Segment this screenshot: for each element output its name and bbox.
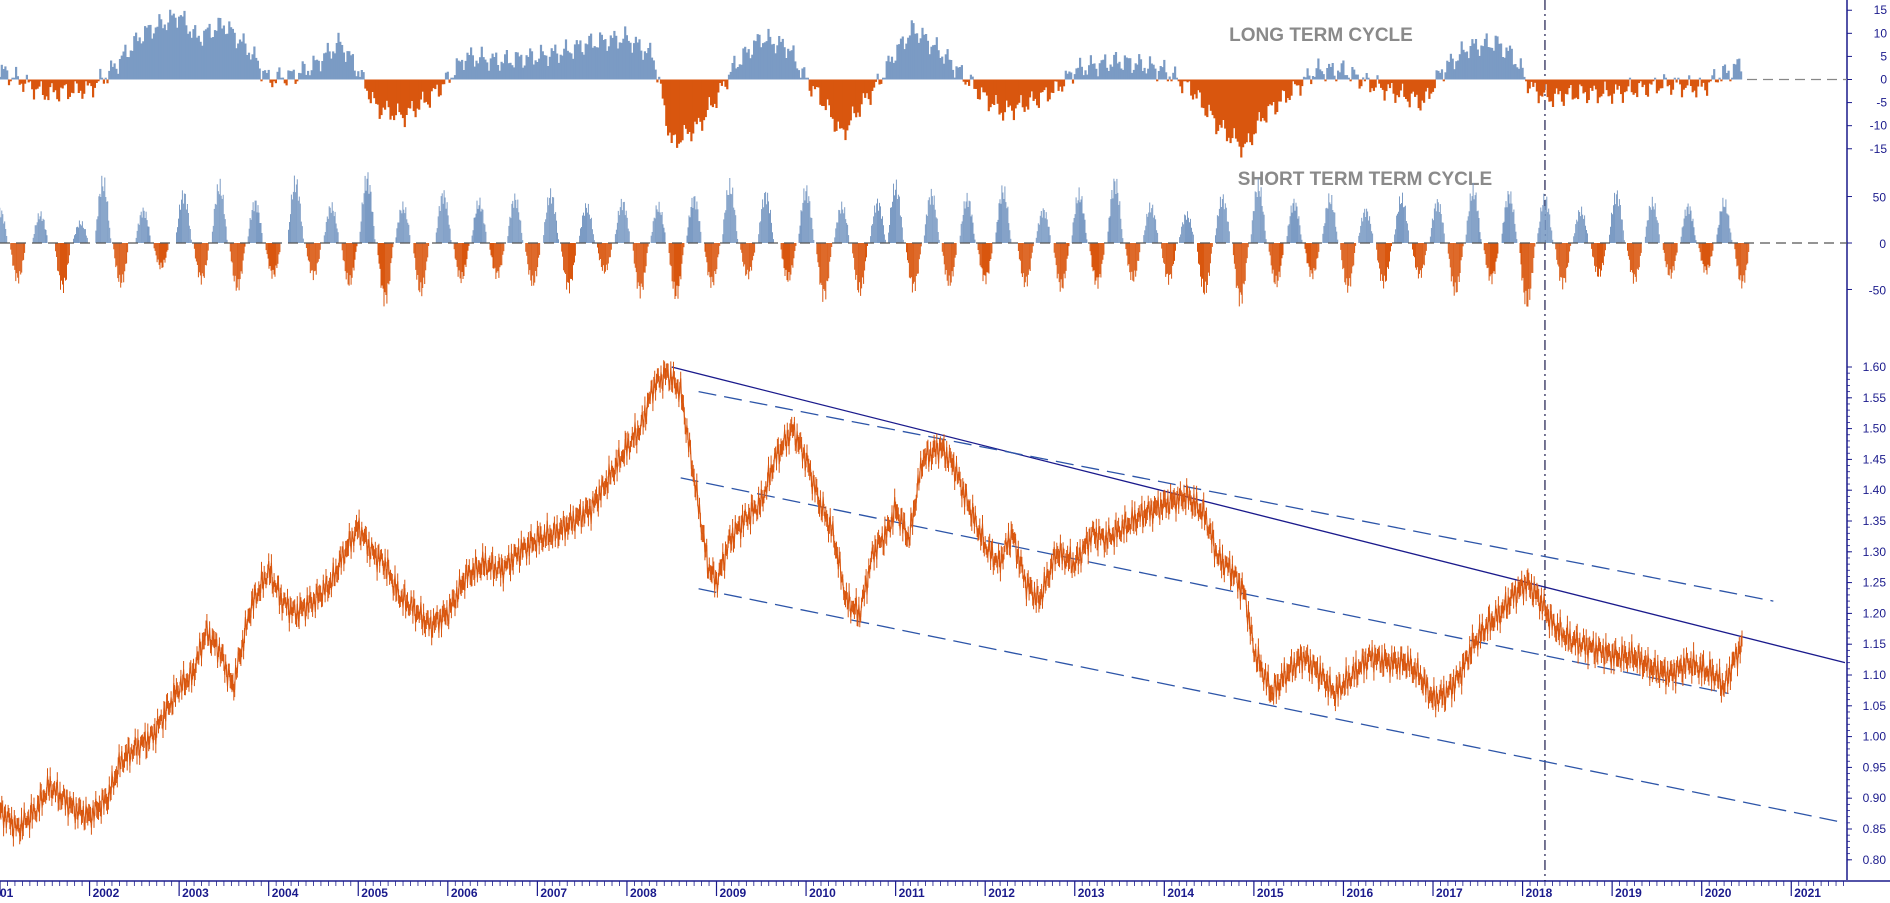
price-y-tick-label: 1.55 [1863, 391, 1887, 405]
short-cycle-y-tick-label: -50 [1869, 283, 1887, 297]
x-axis-year-label: 2003 [182, 886, 209, 900]
price-y-tick-label: 1.25 [1863, 576, 1887, 590]
x-axis-year-label: 2021 [1794, 886, 1821, 900]
x-axis-year-label: 2006 [451, 886, 478, 900]
trendline-dashed [698, 588, 1846, 824]
price-y-tick-label: 0.80 [1863, 853, 1887, 867]
price-y-tick-label: 1.05 [1863, 699, 1887, 713]
price-y-tick-label: 1.30 [1863, 545, 1887, 559]
price-y-tick-label: 0.90 [1863, 791, 1887, 805]
long-cycle-y-tick-label: 0 [1880, 73, 1887, 87]
x-axis-year-label: 2002 [93, 886, 120, 900]
x-axis-year-label: 2010 [809, 886, 836, 900]
x-axis-year-label: 2008 [630, 886, 657, 900]
price-line [0, 367, 1743, 839]
long-term-cycle-title: LONG TERM CYCLE [1229, 25, 1413, 46]
x-axis-year-label: 2004 [272, 886, 299, 900]
x-axis-year-label: 2007 [540, 886, 567, 900]
long-cycle-y-tick-label: -15 [1870, 142, 1888, 156]
long-cycle-y-tick-label: -5 [1876, 96, 1887, 110]
x-axis-year-label: 2019 [1615, 886, 1642, 900]
price-y-tick-label: 0.85 [1863, 822, 1887, 836]
long-cycle-y-tick-label: 10 [1874, 26, 1888, 40]
short-cycle-y-tick-label: 50 [1873, 191, 1887, 205]
trendline-solid [671, 366, 1846, 664]
price-y-tick-label: 1.00 [1863, 730, 1887, 744]
price-y-tick-label: 1.50 [1863, 422, 1887, 436]
x-axis-year-label: 2009 [720, 886, 747, 900]
short-cycle-y-tick-label: 0 [1879, 237, 1886, 251]
x-axis-year-label: 2015 [1257, 886, 1284, 900]
x-axis-year-label: 2011 [899, 886, 925, 900]
x-axis-year-label: 2005 [361, 886, 388, 900]
trendline-dashed [680, 477, 1729, 695]
long-cycle-y-tick-label: -10 [1870, 119, 1888, 133]
x-axis-year-label: 2012 [988, 886, 1015, 900]
trendline-dashed [698, 391, 1774, 602]
price-y-tick-label: 1.20 [1863, 606, 1887, 620]
x-axis-year-label: 2016 [1346, 886, 1373, 900]
price-panel: 1.60 1.55 1.50 1.45 1.40 1.35 1.30 1.25 1.20 1.15… [0, 360, 1886, 867]
price-y-tick-label: 0.95 [1863, 760, 1887, 774]
x-axis-year-label: 2014 [1167, 886, 1194, 900]
x-axis-year-label: 2013 [1078, 886, 1105, 900]
price-y-tick-label: 1.10 [1863, 668, 1887, 682]
short-term-cycle-title: SHORT TERM TERM CYCLE [1238, 169, 1492, 190]
price-y-tick-label: 1.15 [1863, 637, 1887, 651]
long-cycle-y-tick-label: 5 [1880, 49, 1887, 63]
x-axis-year-label: 2020 [1705, 886, 1732, 900]
long-term-cycle-panel: LONG TERM CYCLE 15 10 5 0 -5 -10 -15 [0, 3, 1888, 158]
long-cycle-y-tick-label: 15 [1874, 3, 1888, 17]
price-y-tick-label: 1.35 [1863, 514, 1887, 528]
x-axis-year-label: 2017 [1436, 886, 1463, 900]
short-term-cycle-panel: SHORT TERM TERM CYCLE 50 0 -50 [0, 169, 1886, 307]
price-y-tick-label: 1.40 [1863, 483, 1887, 497]
x-axis-year-label: 01 [0, 886, 14, 900]
price-y-tick-label: 1.45 [1863, 452, 1887, 466]
price-y-tick-label: 1.60 [1863, 360, 1887, 374]
x-axis-year-label: 2018 [1526, 886, 1553, 900]
